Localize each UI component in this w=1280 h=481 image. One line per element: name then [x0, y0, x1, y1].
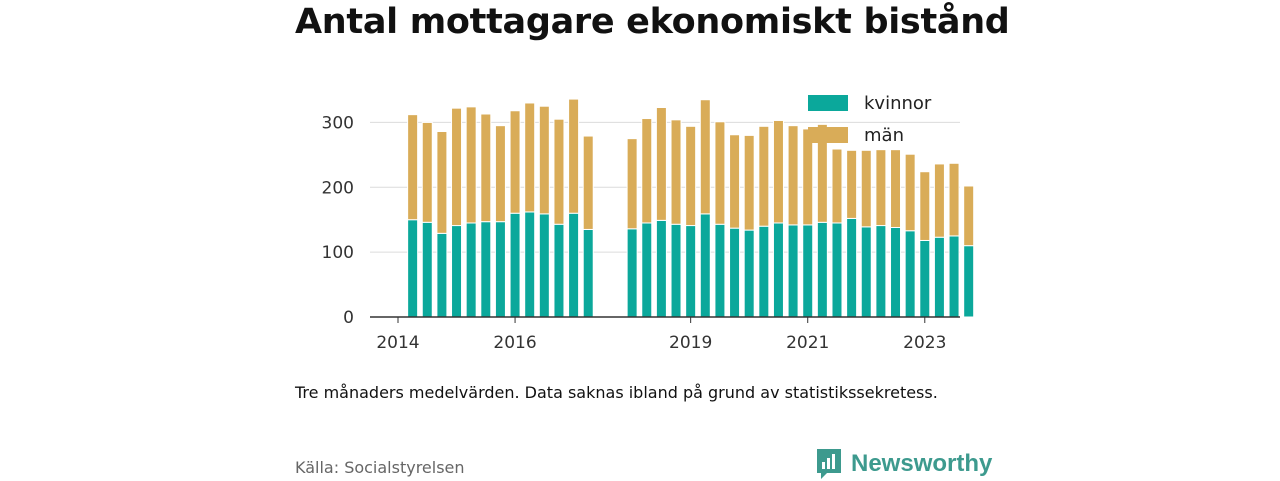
bar-kvinnor [919, 239, 931, 318]
bar-man [553, 118, 565, 225]
brand: Newsworthy [815, 447, 992, 481]
x-tick-label: 2016 [493, 333, 536, 353]
bar-man [787, 125, 799, 226]
x-tick-label: 2014 [376, 333, 419, 353]
bar-kvinnor [641, 222, 653, 318]
bar-man [524, 102, 536, 213]
bar-man [568, 98, 580, 214]
bars [407, 98, 975, 318]
bar-kvinnor [772, 222, 784, 318]
bar-man [451, 107, 463, 227]
bar-kvinnor [948, 235, 960, 318]
bar-man [699, 99, 711, 215]
bar-man [538, 105, 550, 215]
bar-man [626, 138, 638, 230]
bar-kvinnor [831, 222, 843, 318]
bar-man [758, 125, 770, 227]
legend-label: män [864, 125, 904, 146]
bar-kvinnor [787, 224, 799, 318]
bar-kvinnor [758, 225, 770, 318]
bar-man [480, 113, 492, 223]
bar-kvinnor [436, 232, 448, 318]
chart-title: Antal mottagare ekonomiskt bistånd [295, 2, 1010, 42]
bar-kvinnor [963, 245, 975, 318]
bar-kvinnor [699, 213, 711, 318]
bar-kvinnor [626, 228, 638, 318]
y-tick-label: 200 [322, 178, 354, 198]
newsworthy-logo-icon [817, 449, 841, 479]
bar-kvinnor [685, 225, 697, 318]
bar-man [407, 114, 419, 221]
bar-man [436, 131, 448, 234]
bar-man [714, 121, 726, 225]
x-tick-label: 2023 [903, 333, 946, 353]
bar-man [816, 123, 828, 223]
bar-kvinnor [655, 219, 667, 318]
bar-man [641, 118, 653, 224]
bar-kvinnor [743, 229, 755, 318]
bar-kvinnor [860, 226, 872, 318]
legend: kvinnor män [808, 93, 932, 146]
bar-man [772, 119, 784, 224]
bar-kvinnor [421, 221, 433, 318]
legend-swatch [808, 95, 848, 111]
y-axis: 0 100 200 300 [322, 113, 354, 328]
bar-man [948, 162, 960, 237]
x-tick-label: 2021 [786, 333, 829, 353]
bar-kvinnor [568, 212, 580, 318]
bar-man [831, 148, 843, 224]
bar-man [875, 149, 887, 227]
bar-kvinnor [802, 224, 814, 318]
bar-kvinnor [890, 226, 902, 318]
bar-man [860, 149, 872, 228]
y-tick-label: 300 [322, 113, 354, 133]
bar-man [655, 107, 667, 221]
bar-kvinnor [670, 223, 682, 318]
x-axis: 2014 2016 2019 2021 2023 [370, 316, 960, 353]
bar-kvinnor [553, 223, 565, 318]
bar-man [465, 106, 477, 224]
bar-man [919, 171, 931, 241]
bar-kvinnor [875, 225, 887, 318]
y-tick-label: 0 [343, 308, 354, 328]
bar-man [846, 149, 858, 219]
bar-man [421, 121, 433, 223]
bar-man [963, 185, 975, 247]
bar-man [890, 149, 902, 228]
bar-kvinnor [465, 222, 477, 318]
y-tick-label: 100 [322, 243, 354, 263]
x-tick-label: 2019 [669, 333, 712, 353]
bar-man [802, 128, 814, 226]
bar-kvinnor [933, 236, 945, 318]
bar-man [904, 153, 916, 232]
bar-kvinnor [904, 230, 916, 318]
bar-kvinnor [494, 221, 506, 318]
bar-man [582, 135, 594, 230]
chart-source: Källa: Socialstyrelsen [295, 458, 465, 477]
bar-kvinnor [509, 212, 521, 318]
chart-note: Tre månaders medelvärden. Data saknas ib… [295, 383, 938, 402]
bar-man [670, 119, 682, 225]
bar-man [494, 125, 506, 223]
bar-kvinnor [729, 227, 741, 318]
bar-man [933, 163, 945, 238]
bar-kvinnor [816, 221, 828, 318]
bar-kvinnor [846, 217, 858, 318]
brand-name: Newsworthy [851, 450, 993, 477]
bar-man [743, 134, 755, 231]
legend-label: kvinnor [864, 93, 932, 114]
bar-man [685, 125, 697, 227]
bar-man [509, 110, 521, 214]
legend-swatch [808, 127, 848, 143]
bar-kvinnor [480, 221, 492, 318]
bar-kvinnor [524, 211, 536, 318]
bar-kvinnor [407, 219, 419, 318]
bar-kvinnor [538, 213, 550, 318]
bar-kvinnor [582, 228, 594, 318]
bar-man [729, 134, 741, 229]
bar-kvinnor [714, 223, 726, 318]
bar-kvinnor [451, 225, 463, 318]
